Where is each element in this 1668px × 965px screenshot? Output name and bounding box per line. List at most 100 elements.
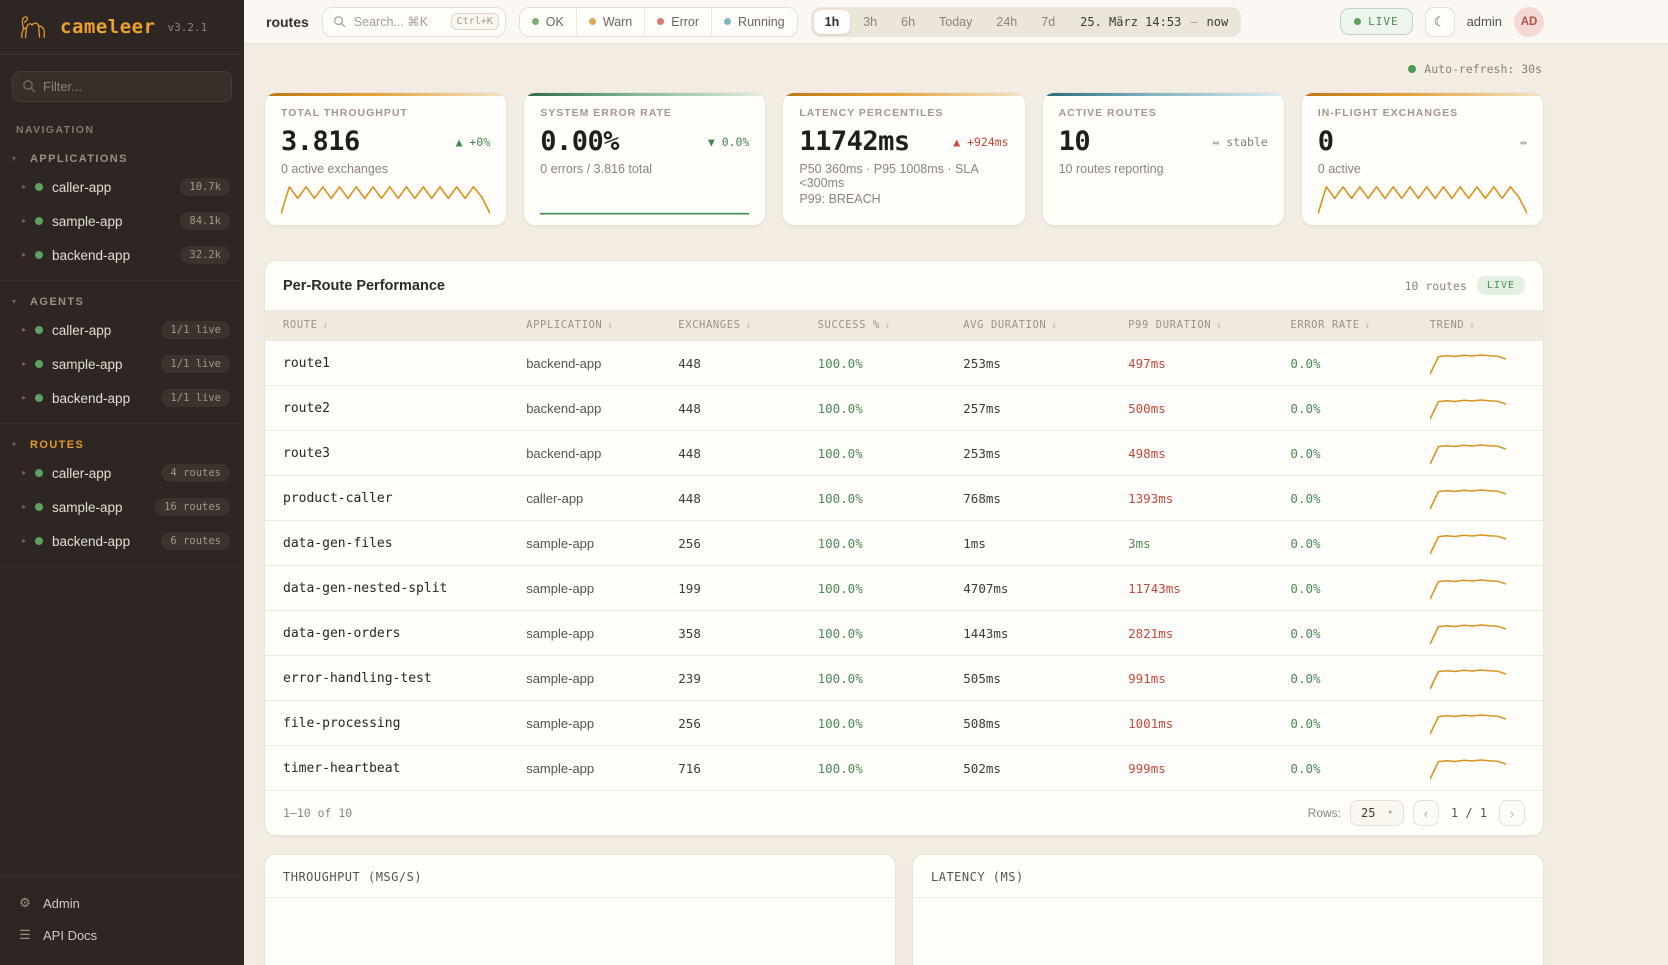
- cell-avg-duration: 502ms: [951, 745, 1117, 790]
- app-version: v3.2.1: [167, 20, 208, 34]
- next-page-button[interactable]: ›: [1499, 800, 1525, 826]
- kpi-value: 3.816: [281, 126, 360, 157]
- table-footer: 1–10 of 10 Rows: 25 ▾ ‹ 1 / 1 ›: [265, 790, 1543, 835]
- column-header[interactable]: P99 DURATION ↕: [1116, 310, 1279, 341]
- footer-item-label: Admin: [43, 895, 80, 911]
- table-row[interactable]: data-gen-orders sample-app 358 100.0% 14…: [265, 610, 1543, 656]
- sidebar-item[interactable]: ▸ sample-app 1/1 live: [0, 347, 244, 381]
- kpi-accent-bar: [524, 93, 766, 96]
- table-row[interactable]: route3 backend-app 448 100.0% 253ms 498m…: [265, 430, 1543, 476]
- kpi-value: 0: [1317, 126, 1334, 157]
- sidebar-item[interactable]: ▸ backend-app 1/1 live: [0, 381, 244, 415]
- cell-application: sample-app: [514, 700, 667, 746]
- sidebar-footer-item[interactable]: ⚙ Admin: [0, 887, 244, 919]
- time-range-button[interactable]: 3h: [852, 10, 888, 34]
- cell-success: 100.0%: [805, 340, 952, 386]
- nav-item-badge: 10.7k: [180, 178, 230, 196]
- rows-per-page-select[interactable]: 25 ▾: [1350, 800, 1404, 826]
- time-range-button[interactable]: 7d: [1030, 10, 1066, 34]
- section-label: AGENTS: [30, 296, 85, 308]
- table-row[interactable]: data-gen-files sample-app 256 100.0% 1ms…: [265, 520, 1543, 566]
- caret-down-icon: ▾: [12, 440, 17, 449]
- status-filter-label: Warn: [602, 14, 633, 29]
- time-range-button[interactable]: Today: [928, 10, 983, 34]
- sort-icon: ↕: [1469, 321, 1476, 331]
- section-header[interactable]: ▾ ROUTES: [0, 430, 244, 456]
- cell-application: sample-app: [514, 520, 667, 566]
- status-filter-button[interactable]: Running: [711, 7, 797, 36]
- sidebar-item[interactable]: ▸ caller-app 4 routes: [0, 456, 244, 490]
- cell-error-rate: 0.0%: [1278, 475, 1418, 521]
- nav-item-label: caller-app: [52, 322, 112, 338]
- user-name: admin: [1466, 14, 1502, 29]
- filter-input[interactable]: [12, 71, 232, 102]
- table-row[interactable]: route2 backend-app 448 100.0% 257ms 500m…: [265, 385, 1543, 431]
- status-filter-button[interactable]: Error: [644, 7, 711, 36]
- status-filter-group: OK Warn Error Running: [518, 6, 798, 37]
- status-dot-icon: [724, 18, 732, 25]
- sidebar-item[interactable]: ▸ backend-app 32.2k: [0, 238, 244, 272]
- sort-icon: ↕: [322, 321, 329, 331]
- caret-right-icon: ▸: [22, 250, 27, 259]
- time-range-button[interactable]: 6h: [890, 10, 926, 34]
- table-row[interactable]: timer-heartbeat sample-app 716 100.0% 50…: [265, 745, 1543, 790]
- cell-error-rate: 0.0%: [1278, 700, 1418, 746]
- kpi-card: LATENCY PERCENTILES 11742ms ▲ +924ms P50…: [782, 92, 1026, 226]
- column-header[interactable]: TREND ↕: [1417, 310, 1543, 341]
- search-input[interactable]: [351, 13, 445, 30]
- nav-item-badge: 1/1 live: [161, 321, 230, 339]
- time-range-button[interactable]: 24h: [985, 10, 1028, 34]
- section-header[interactable]: ▾ AGENTS: [0, 287, 244, 313]
- time-range-button[interactable]: 1h: [813, 9, 851, 34]
- column-header[interactable]: ROUTE ↕: [265, 310, 515, 341]
- kpi-sparkline-chart: [1317, 186, 1527, 215]
- table-row[interactable]: error-handling-test sample-app 239 100.0…: [265, 655, 1543, 701]
- column-header[interactable]: AVG DURATION ↕: [951, 310, 1117, 341]
- prev-page-button[interactable]: ‹: [1412, 800, 1439, 826]
- caret-right-icon: ▸: [22, 325, 27, 334]
- sidebar-item[interactable]: ▸ caller-app 1/1 live: [0, 313, 244, 347]
- cell-p99-duration: 991ms: [1116, 655, 1279, 701]
- sidebar-item[interactable]: ▸ sample-app 16 routes: [0, 490, 244, 524]
- column-header[interactable]: ERROR RATE ↕: [1278, 310, 1418, 341]
- section-items: ▸ caller-app 1/1 live ▸ sample-app 1/1 l…: [0, 313, 244, 415]
- trend-sparkline: [1429, 759, 1506, 780]
- trend-sparkline: [1429, 624, 1506, 645]
- nav-item-label: backend-app: [52, 247, 131, 263]
- section-header[interactable]: ▾ APPLICATIONS: [0, 144, 244, 170]
- cell-avg-duration: 253ms: [951, 340, 1117, 386]
- cell-avg-duration: 768ms: [951, 475, 1117, 521]
- column-label: APPLICATION: [526, 319, 603, 331]
- sidebar-item[interactable]: ▸ caller-app 10.7k: [0, 170, 244, 204]
- table-row[interactable]: product-caller caller-app 448 100.0% 768…: [265, 475, 1543, 521]
- column-header[interactable]: EXCHANGES ↕: [666, 310, 806, 341]
- column-header[interactable]: APPLICATION ↕: [514, 310, 667, 341]
- kpi-title: IN-FLIGHT EXCHANGES: [1317, 107, 1459, 119]
- sidebar-item[interactable]: ▸ backend-app 6 routes: [0, 524, 244, 558]
- cell-route: product-caller: [265, 475, 515, 521]
- trend-sparkline: [1429, 354, 1506, 375]
- sidebar-section: ▾ APPLICATIONS ▸ caller-app 10.7k ▸ samp…: [0, 138, 244, 281]
- sidebar-footer-item[interactable]: ☰ API Docs: [0, 919, 244, 951]
- sort-icon: ↕: [607, 321, 614, 331]
- kpi-card: TOTAL THROUGHPUT 3.816 ▲ +0% 0 active ex…: [264, 92, 508, 226]
- caret-right-icon: ▸: [22, 182, 27, 191]
- sidebar-item[interactable]: ▸ sample-app 84.1k: [0, 204, 244, 238]
- cell-success: 100.0%: [805, 655, 952, 701]
- avatar[interactable]: AD: [1514, 6, 1544, 37]
- column-header[interactable]: SUCCESS % ↕: [805, 310, 952, 341]
- routes-count: 10 routes: [1404, 278, 1467, 293]
- status-filter-button[interactable]: Warn: [575, 7, 644, 36]
- table-row[interactable]: file-processing sample-app 256 100.0% 50…: [265, 700, 1543, 746]
- live-status-badge[interactable]: LIVE: [1340, 8, 1413, 35]
- table-row[interactable]: route1 backend-app 448 100.0% 253ms 497m…: [265, 340, 1543, 386]
- table-row[interactable]: data-gen-nested-split sample-app 199 100…: [265, 565, 1543, 611]
- cell-p99-duration: 498ms: [1116, 430, 1279, 476]
- cell-p99-duration: 1001ms: [1116, 700, 1279, 746]
- status-filter-button[interactable]: OK: [520, 8, 576, 36]
- search-box[interactable]: Ctrl+K: [321, 6, 506, 37]
- date-range-from: 25. März 14:53: [1080, 14, 1182, 29]
- trend-sparkline: [1429, 534, 1506, 555]
- kpi-delta: ▲ +0%: [455, 134, 491, 149]
- theme-toggle-button[interactable]: ☾: [1424, 6, 1455, 37]
